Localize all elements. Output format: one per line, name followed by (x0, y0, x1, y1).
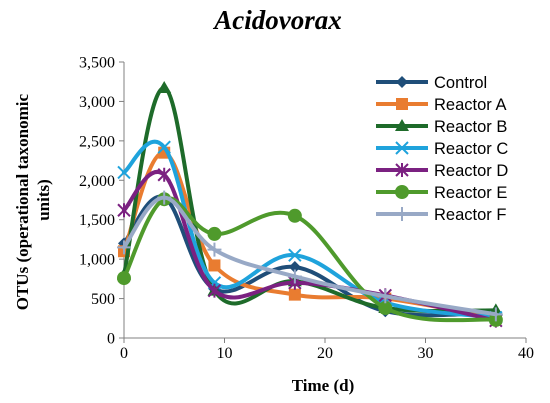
y-tick-label: 500 (91, 291, 115, 308)
data-point-reactor-d (207, 283, 222, 298)
legend-entry-reactor-f: Reactor F (376, 206, 506, 224)
x-tick-label: 30 (418, 345, 434, 362)
y-axis-label-line-1: OTUs (operational taxonomic (13, 94, 32, 311)
x-tick-label: 0 (120, 345, 128, 362)
y-axis-label: OTUs (operational taxonomic units) (13, 90, 53, 311)
y-tick-label: 0 (107, 331, 115, 348)
series-reactor-e (117, 192, 503, 327)
y-tick-label: 1,500 (79, 212, 115, 229)
x-tick-label: 10 (217, 345, 233, 362)
legend-entry-reactor-b: Reactor B (376, 118, 507, 136)
data-point-reactor-f (117, 240, 131, 255)
x-tick-label: 20 (317, 345, 333, 362)
y-tick-label: 2,500 (79, 133, 115, 150)
legend-marker (395, 141, 409, 155)
legend-label: Reactor F (434, 206, 506, 224)
data-point-control (288, 261, 301, 274)
legend: Control Reactor A Reactor B Reactor C Reacto… (376, 74, 508, 224)
legend-label: Reactor C (434, 140, 508, 158)
data-point-reactor-f (287, 269, 302, 284)
legend-label: Reactor B (434, 118, 507, 136)
data-point-reactor-d (117, 203, 131, 218)
legend-marker (396, 98, 408, 110)
legend-marker (395, 119, 409, 131)
axes (119, 61, 527, 343)
data-point-reactor-d (157, 167, 171, 182)
chart-title: Acidovorax (212, 5, 342, 35)
data-point-reactor-e (378, 301, 393, 316)
svg-text:OTUs (operational taxonomic: OTUs (operational taxonomic units) (13, 90, 53, 311)
y-tick-label: 1,000 (79, 252, 115, 269)
data-point-reactor-e (117, 271, 131, 286)
legend-marker (396, 76, 408, 88)
data-point-reactor-c (288, 248, 302, 262)
legend-marker (395, 207, 409, 221)
legend-label: Reactor E (434, 184, 507, 202)
x-tick-label: 40 (518, 345, 534, 362)
data-point-reactor-e (207, 226, 222, 241)
data-point-reactor-f (207, 242, 222, 257)
legend-label: Reactor D (434, 162, 508, 180)
data-point-reactor-c (117, 165, 131, 180)
y-tick-labels: 0 500 1,000 1,500 2,000 2,500 3,000 3,500 (79, 55, 115, 348)
data-point-reactor-e (287, 208, 302, 223)
y-tick-label: 2,000 (79, 173, 115, 190)
legend-entry-reactor-d: Reactor D (376, 162, 508, 180)
legend-entry-reactor-a: Reactor A (376, 96, 506, 114)
data-point-reactor-f (488, 307, 503, 322)
x-axis-label: Time (d) (292, 376, 355, 395)
data-point-reactor-f (157, 190, 172, 205)
data-point-reactor-a (288, 288, 301, 301)
y-tick-label: 3,500 (79, 55, 115, 72)
legend-entry-reactor-e: Reactor E (376, 184, 507, 202)
series-reactor-f (117, 190, 503, 322)
y-tick-label: 3,000 (79, 94, 115, 111)
legend-entry-control: Control (376, 74, 487, 92)
series-layer (117, 81, 503, 328)
data-point-reactor-b (157, 81, 172, 94)
legend-marker (395, 185, 409, 199)
legend-entry-reactor-c: Reactor C (376, 140, 508, 158)
data-point-reactor-a (208, 259, 221, 272)
legend-label: Reactor A (434, 96, 506, 114)
legend-marker (395, 163, 409, 177)
x-tick-labels: 0 10 20 30 40 (120, 345, 534, 362)
data-point-reactor-f (378, 289, 393, 304)
data-point-reactor-c (157, 140, 171, 154)
legend-label: Control (434, 74, 487, 92)
y-axis-label-line-2: units) (34, 179, 53, 221)
